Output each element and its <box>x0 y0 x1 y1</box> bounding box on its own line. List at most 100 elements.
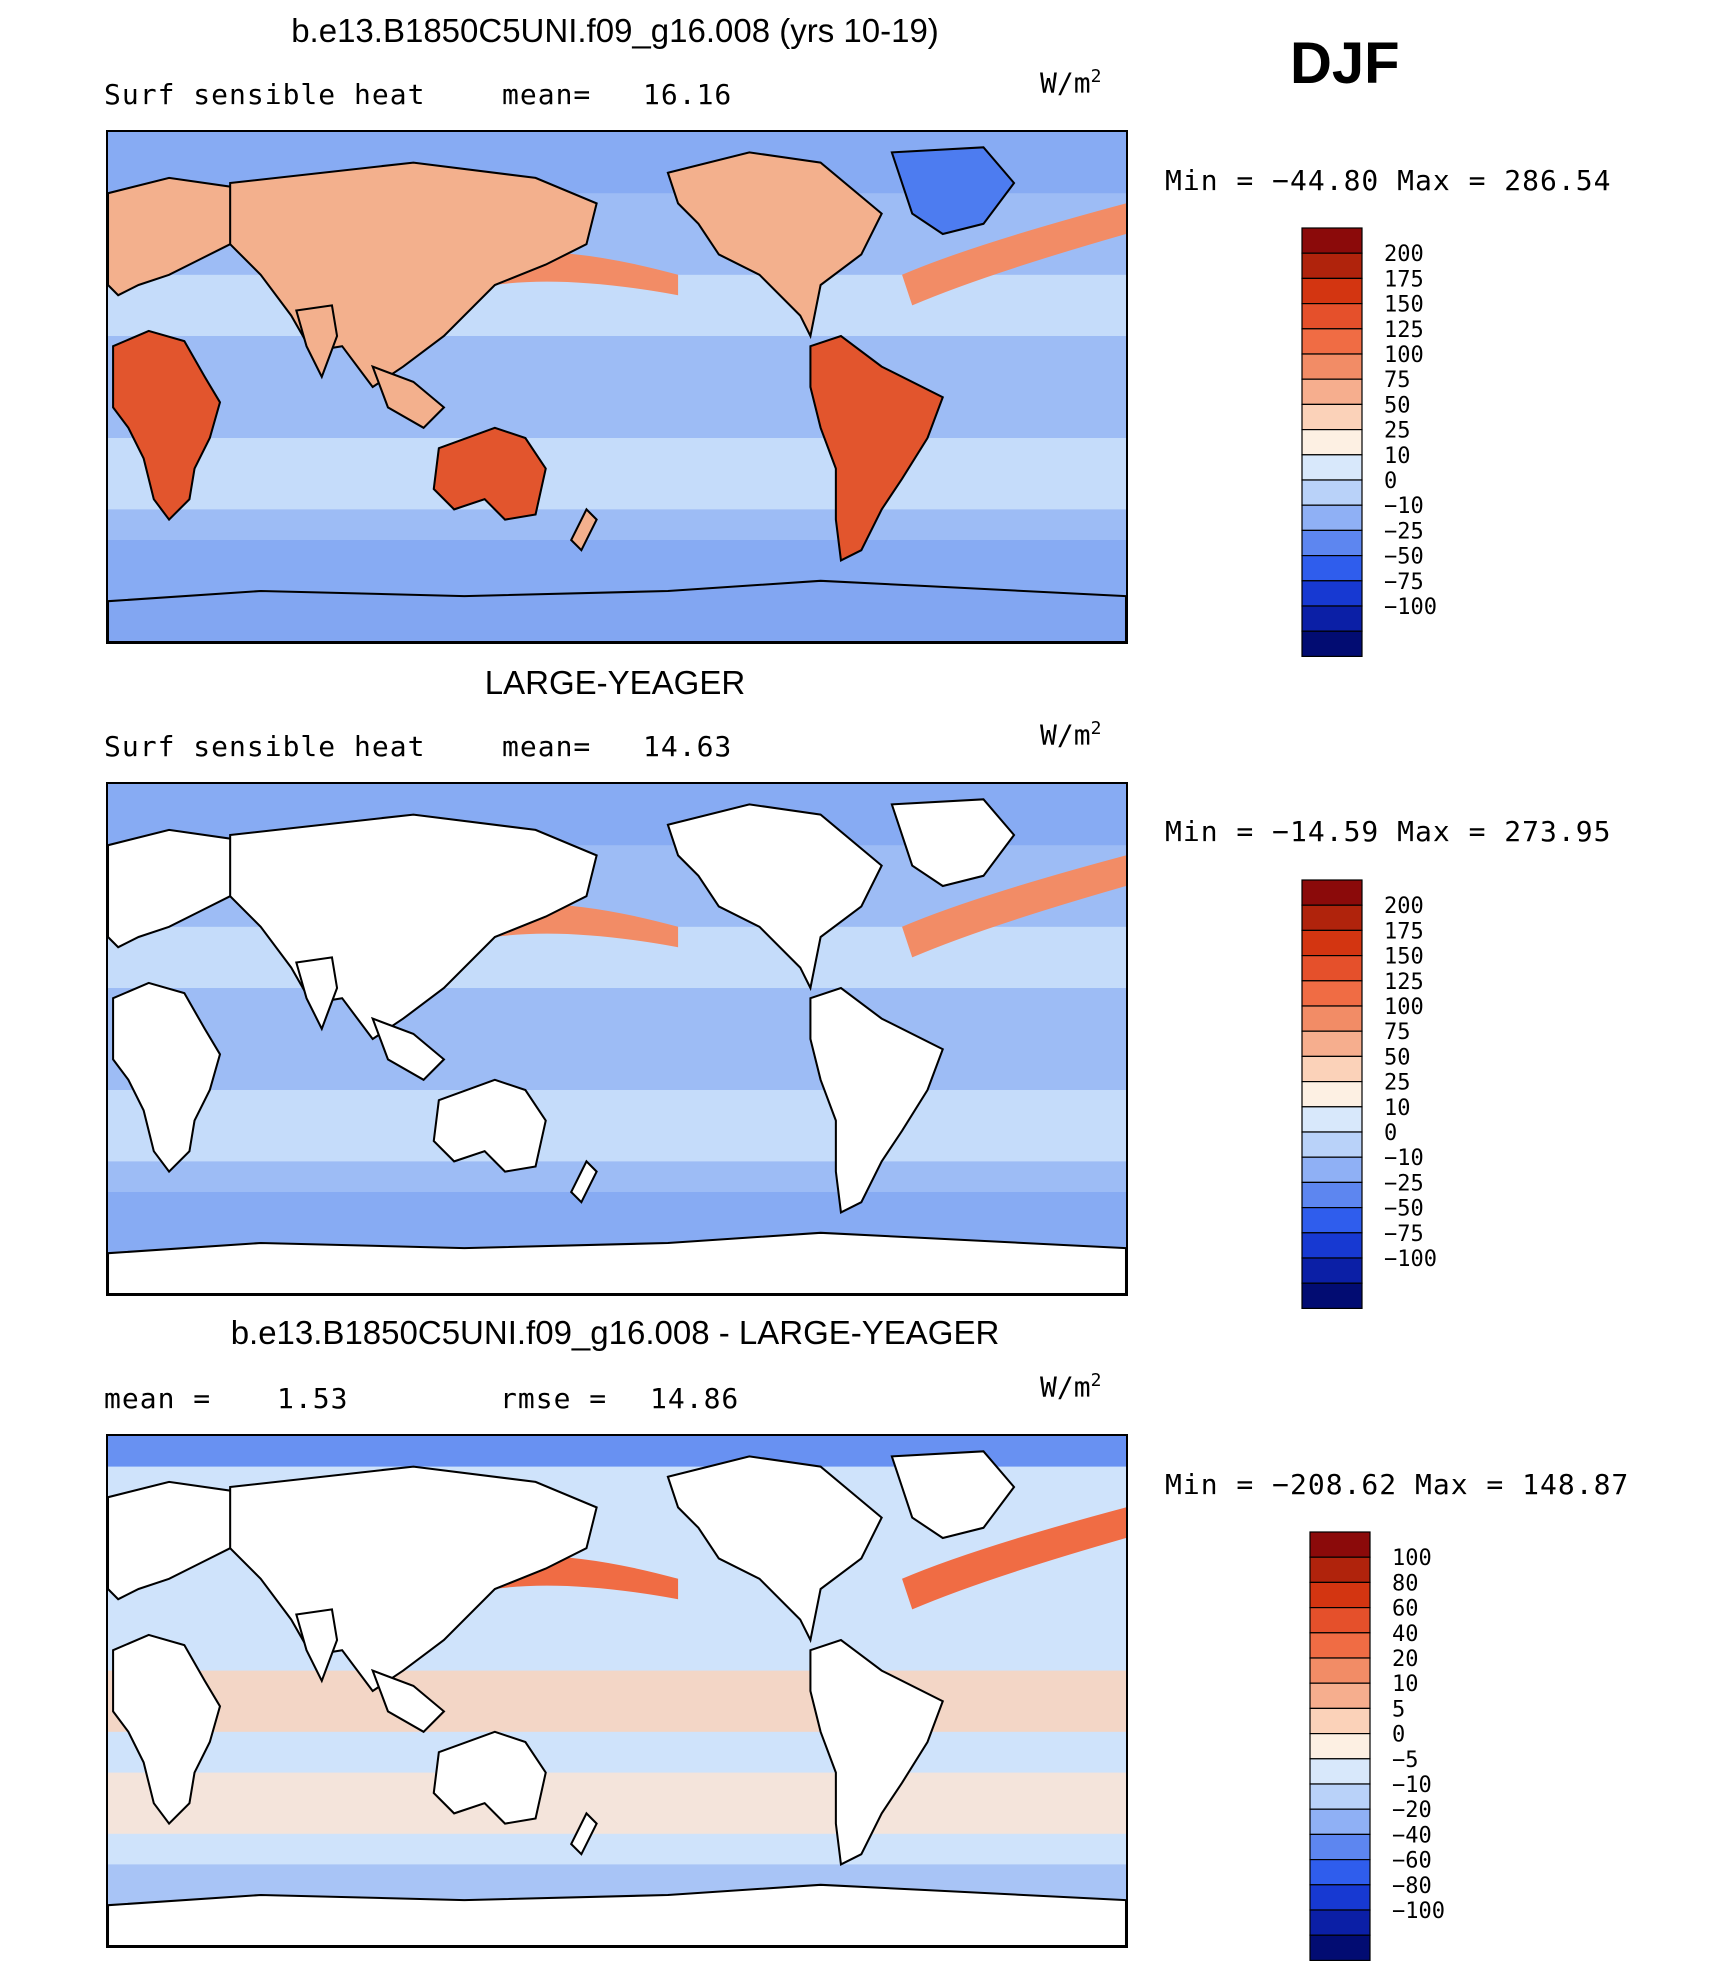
colorbar-swatch <box>1301 1156 1363 1184</box>
colorbar-swatch <box>1309 1682 1371 1709</box>
continent-seasia <box>370 364 446 430</box>
colorbar-swatch <box>1301 529 1363 557</box>
colorbar-level-label: 10 <box>1384 444 1411 469</box>
continent-seasia <box>370 1668 446 1734</box>
colorbar-swatch <box>1309 1657 1371 1684</box>
panel3-colorbar: 100 80 60 40 20 10 5 0 −5 −10 −20 −40 −60 −80 −100 <box>1309 1531 1480 1962</box>
continent-nz <box>569 1159 598 1204</box>
colorbar-swatch <box>1301 479 1363 506</box>
continent-greenland <box>890 146 1016 236</box>
colorbar-level-label: −5 <box>1392 1748 1419 1773</box>
colorbar-swatch <box>1301 252 1363 280</box>
continent-europe <box>108 176 263 297</box>
colorbar-level-label: −10 <box>1384 494 1424 519</box>
continent-europe <box>108 1480 263 1601</box>
gulf-stream-anomaly <box>902 203 1126 306</box>
continent-australia <box>432 1078 547 1173</box>
colorbar-level-label: −50 <box>1384 1197 1424 1222</box>
ocean-band <box>108 1772 1126 1834</box>
colorbar-level-label: −25 <box>1384 519 1424 544</box>
colorbar-swatch <box>1301 929 1363 957</box>
colorbar-swatch <box>1309 1833 1371 1861</box>
colorbar-level-label: −10 <box>1384 1146 1424 1171</box>
colorbar-level-label: 150 <box>1384 945 1424 970</box>
colorbar-level-label: 175 <box>1384 267 1424 292</box>
continent-southamerica <box>809 1638 945 1866</box>
colorbar-level-label: 80 <box>1392 1571 1419 1596</box>
panel3-rmse-label: rmse = <box>500 1382 608 1415</box>
panel3-mean-label: mean = <box>104 1382 212 1415</box>
colorbar-swatch <box>1301 302 1363 330</box>
colorbar-swatch <box>1301 353 1363 380</box>
continent-europe <box>108 828 263 949</box>
panel1-map <box>106 130 1128 644</box>
panel3-units: W/m2 <box>1040 1370 1102 1404</box>
continent-southamerica <box>809 986 945 1214</box>
panel1-colorbar: 200 175 150 125 100 75 50 25 10 0 −10 −25 −50 −75 −100 <box>1301 227 1472 658</box>
colorbar-swatch <box>1309 1758 1371 1785</box>
panel3-minmax: Min = −208.62 Max = 148.87 <box>1165 1468 1630 1501</box>
colorbar-swatch <box>1309 1934 1371 1962</box>
colorbar-swatch <box>1301 954 1363 982</box>
colorbar-level-label: 40 <box>1392 1622 1419 1647</box>
colorbar-swatch <box>1301 555 1363 582</box>
panel1-mean-value: 16.16 <box>643 78 733 111</box>
colorbar-swatch <box>1301 378 1363 405</box>
continent-india <box>295 1608 339 1684</box>
colorbar-swatch <box>1309 1531 1371 1558</box>
colorbar-swatch <box>1301 1207 1363 1234</box>
colorbar-level-label: 25 <box>1384 1071 1411 1096</box>
panel1-variable-label: Surf sensible heat <box>104 78 426 111</box>
continent-antarctica <box>108 1231 1126 1294</box>
colorbar-swatch <box>1301 1131 1363 1158</box>
colorbar-swatch <box>1309 1859 1371 1886</box>
colorbar-swatch <box>1309 1707 1371 1735</box>
colorbar-level-label: 125 <box>1384 318 1424 343</box>
colorbar-swatch <box>1301 277 1363 305</box>
panel3-mean-value: 1.53 <box>277 1382 349 1415</box>
panel3-rmse-value: 14.86 <box>650 1382 740 1415</box>
colorbar-level-label: 100 <box>1384 343 1424 368</box>
panel1-units: W/m2 <box>1040 66 1102 100</box>
panel2-map <box>106 782 1128 1296</box>
colorbar-swatch <box>1301 1282 1363 1310</box>
colorbar-level-label: −25 <box>1384 1171 1424 1196</box>
colorbar-swatch <box>1301 1005 1363 1032</box>
colorbar-swatch <box>1301 1106 1363 1133</box>
colorbar-swatch <box>1301 1055 1363 1083</box>
colorbar-level-label: 100 <box>1384 995 1424 1020</box>
colorbar-swatch <box>1309 1632 1371 1659</box>
colorbar-swatch <box>1301 1081 1363 1108</box>
colorbar-level-label: 10 <box>1392 1672 1419 1697</box>
continent-nz <box>569 1811 598 1856</box>
panel2-minmax: Min = −14.59 Max = 273.95 <box>1165 815 1612 848</box>
colorbar-level-label: −40 <box>1392 1823 1432 1848</box>
colorbar-swatch <box>1301 1257 1363 1284</box>
panel1-title: b.e13.B1850C5UNI.f09_g16.008 (yrs 10-19) <box>291 12 939 49</box>
colorbar-swatch <box>1301 1232 1363 1259</box>
colorbar-level-label: 200 <box>1384 894 1424 919</box>
colorbar-level-label: −100 <box>1392 1899 1445 1924</box>
colorbar-level-label: 125 <box>1384 970 1424 995</box>
colorbar-swatch <box>1309 1556 1371 1584</box>
continent-seasia <box>370 1016 446 1082</box>
colorbar-level-label: 20 <box>1392 1647 1419 1672</box>
colorbar-swatch <box>1309 1909 1371 1936</box>
colorbar-level-label: −10 <box>1392 1773 1432 1798</box>
colorbar-level-label: −60 <box>1392 1849 1432 1874</box>
colorbar-level-label: 75 <box>1384 1020 1411 1045</box>
continent-india <box>295 304 339 380</box>
colorbar-level-label: 50 <box>1384 1045 1411 1070</box>
colorbar-level-label: 200 <box>1384 242 1424 267</box>
colorbar-level-label: 100 <box>1392 1546 1432 1571</box>
colorbar-level-label: 50 <box>1384 393 1411 418</box>
continent-greenland <box>890 798 1016 888</box>
colorbar-level-label: 75 <box>1384 368 1411 393</box>
colorbar-level-label: −75 <box>1384 570 1424 595</box>
colorbar-swatch <box>1301 454 1363 481</box>
colorbar-level-label: −80 <box>1392 1874 1432 1899</box>
colorbar-swatch <box>1301 429 1363 456</box>
panel1-minmax: Min = −44.80 Max = 286.54 <box>1165 164 1612 197</box>
colorbar-swatch <box>1309 1808 1371 1836</box>
colorbar-swatch <box>1301 1030 1363 1057</box>
